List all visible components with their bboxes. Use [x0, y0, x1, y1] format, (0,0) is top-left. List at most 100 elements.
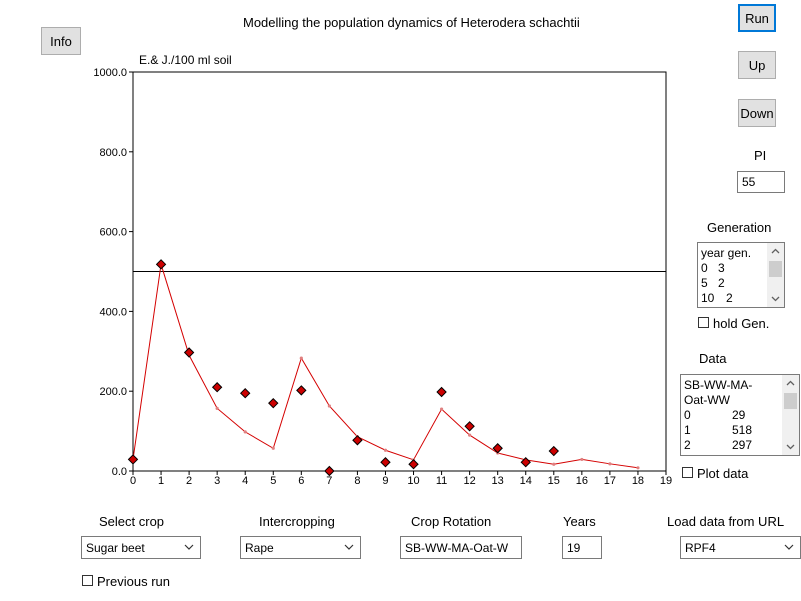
- x-tick-label: 16: [576, 475, 588, 487]
- data-scrollbar[interactable]: [782, 375, 799, 455]
- info-button[interactable]: Info: [41, 27, 81, 55]
- pi-label: PI: [754, 148, 767, 163]
- data-label: Data: [699, 351, 727, 366]
- observed-point: [155, 259, 167, 270]
- y-tick-label: 0.0: [112, 466, 127, 478]
- x-tick-label: 5: [270, 475, 276, 487]
- pi-input[interactable]: 55: [737, 171, 785, 193]
- observed-point: [240, 387, 251, 399]
- run-button[interactable]: Run: [738, 4, 776, 32]
- model-point: [243, 430, 247, 434]
- list-item[interactable]: SB-WW-MA-: [684, 378, 753, 392]
- observed-point: [324, 465, 335, 477]
- x-tick-label: 2: [186, 475, 192, 487]
- model-point: [636, 466, 640, 470]
- model-point: [468, 433, 472, 437]
- x-tick-label: 4: [242, 475, 248, 487]
- data-listbox[interactable]: SB-WW-MA- Oat-WW 0 29 1 518 2 297: [680, 374, 800, 456]
- list-item[interactable]: 1 518: [684, 423, 753, 437]
- observed-point: [211, 382, 223, 393]
- x-tick-label: 17: [604, 475, 616, 487]
- load-url-label: Load data from URL: [667, 514, 785, 529]
- observed-point: [464, 421, 475, 432]
- y-tick-label: 800.0: [99, 147, 127, 159]
- model-series-line: [132, 264, 639, 469]
- select-crop-label: Select crop: [99, 514, 165, 529]
- x-tick-label: 11: [436, 475, 447, 487]
- years-label: Years: [563, 514, 596, 529]
- list-item[interactable]: 10 2: [701, 291, 733, 305]
- up-button[interactable]: Up: [738, 51, 776, 79]
- x-tick-label: 10: [407, 475, 419, 487]
- x-tick-label: 18: [632, 475, 644, 487]
- x-tick-label: 13: [492, 475, 504, 487]
- observed-point: [380, 457, 391, 468]
- observed-point: [548, 445, 559, 457]
- list-item[interactable]: 2 297: [684, 438, 753, 452]
- scroll-down-icon[interactable]: [767, 290, 784, 307]
- x-tick-label: 3: [214, 475, 220, 487]
- chevron-down-icon: [184, 544, 194, 550]
- observed-point: [492, 443, 503, 454]
- page-title: Modelling the population dynamics of Het…: [243, 15, 580, 30]
- observed-point: [520, 457, 531, 468]
- x-tick-label: 12: [464, 475, 476, 487]
- model-point: [439, 407, 444, 411]
- list-item[interactable]: year gen.: [701, 246, 752, 260]
- x-tick-label: 0: [130, 475, 136, 487]
- select-crop-dropdown[interactable]: Sugar beet: [81, 536, 201, 559]
- x-tick-label: 1: [158, 475, 164, 487]
- observed-point: [408, 459, 419, 470]
- y-tick-label: 1000.0: [93, 67, 127, 79]
- hold-gen-checkbox[interactable]: [698, 317, 709, 328]
- model-point: [299, 356, 303, 360]
- scroll-thumb[interactable]: [784, 393, 797, 409]
- observed-point: [183, 347, 195, 358]
- plot-data-label: Plot data: [697, 466, 749, 481]
- crop-rotation-label: Crop Rotation: [411, 514, 492, 529]
- x-tick-label: 8: [354, 475, 360, 487]
- model-point: [552, 462, 556, 466]
- y-tick-label: 400.0: [99, 306, 127, 318]
- observed-point: [436, 386, 447, 398]
- previous-run-label: Previous run: [97, 574, 170, 589]
- hold-gen-label: hold Gen.: [713, 316, 770, 331]
- scroll-down-icon[interactable]: [782, 438, 799, 455]
- x-tick-label: 15: [548, 475, 560, 487]
- y-tick-label: 600.0: [99, 227, 127, 239]
- model-point: [215, 406, 219, 410]
- x-tick-label: 6: [298, 475, 304, 487]
- previous-run-checkbox[interactable]: [82, 575, 93, 586]
- crop-rotation-input[interactable]: SB-WW-MA-Oat-W: [400, 536, 522, 559]
- model-point: [608, 462, 612, 466]
- list-item[interactable]: Oat-WW: [684, 393, 730, 407]
- scroll-up-icon[interactable]: [782, 375, 799, 392]
- scroll-thumb[interactable]: [769, 261, 782, 277]
- scroll-up-icon[interactable]: [767, 243, 784, 260]
- generation-label: Generation: [707, 220, 772, 235]
- plot-data-checkbox[interactable]: [682, 467, 693, 478]
- observed-point: [296, 385, 307, 396]
- x-tick-label: 19: [660, 475, 672, 487]
- generation-scrollbar[interactable]: [767, 243, 784, 307]
- x-tick-label: 9: [382, 475, 388, 487]
- observed-point: [268, 397, 279, 409]
- observed-point: [127, 454, 139, 465]
- model-point: [327, 404, 331, 408]
- down-button[interactable]: Down: [738, 99, 776, 127]
- x-tick-label: 14: [520, 475, 532, 487]
- intercropping-label: Intercropping: [259, 514, 335, 529]
- model-point: [271, 446, 275, 450]
- chevron-down-icon: [784, 544, 794, 550]
- observed-point: [352, 435, 363, 446]
- years-input[interactable]: 19: [562, 536, 602, 559]
- list-item[interactable]: 0 29: [684, 408, 746, 422]
- y-axis-label: E.& J./100 ml soil: [139, 53, 232, 67]
- model-point: [580, 457, 584, 462]
- intercropping-dropdown[interactable]: Rape: [240, 536, 361, 559]
- load-url-dropdown[interactable]: RPF4: [680, 536, 801, 559]
